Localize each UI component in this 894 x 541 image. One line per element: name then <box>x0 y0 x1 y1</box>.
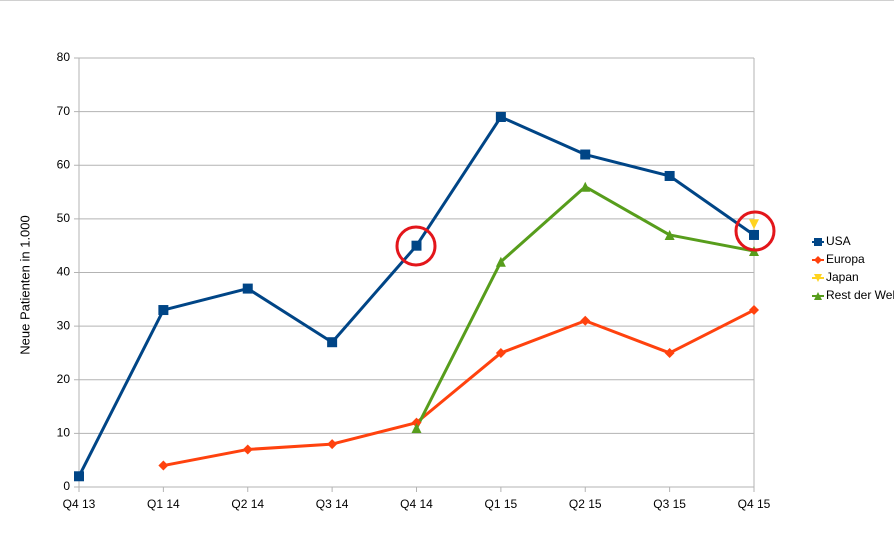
x-tick-label: Q1 14 <box>147 497 180 511</box>
x-tick-label: Q4 13 <box>63 497 96 511</box>
legend-label: Japan <box>826 270 859 284</box>
marker <box>664 347 675 358</box>
y-tick-label: 20 <box>57 372 71 386</box>
marker <box>242 283 253 294</box>
series-line <box>415 185 755 429</box>
x-tick-label: Q2 14 <box>231 497 264 511</box>
marker <box>749 219 759 230</box>
marker <box>158 460 169 471</box>
y-tick-label: 40 <box>57 265 71 279</box>
marker <box>580 315 591 326</box>
x-tick-label: Q4 14 <box>400 497 433 511</box>
marker <box>814 238 822 246</box>
marker <box>74 471 84 482</box>
highlight-circle <box>395 225 437 267</box>
marker <box>749 229 759 240</box>
x-tick-label: Q1 15 <box>485 497 518 511</box>
y-tick-label: 10 <box>57 426 71 440</box>
legend-label: USA <box>826 234 851 248</box>
marker <box>814 274 822 282</box>
y-tick-label: 80 <box>57 50 71 64</box>
marker <box>749 305 759 316</box>
y-tick-label: 50 <box>57 211 71 225</box>
y-tick-label: 30 <box>57 318 71 332</box>
y-axis-title: Neue Patienten in 1.000 <box>17 215 32 355</box>
marker <box>242 444 253 455</box>
marker <box>411 240 422 251</box>
marker <box>327 439 338 450</box>
x-tick-label: Q4 15 <box>738 497 771 511</box>
legend-label: Europa <box>826 252 865 266</box>
x-tick-label: Q3 14 <box>316 497 349 511</box>
marker <box>411 423 422 434</box>
legend-label: Rest der Wel <box>826 288 894 302</box>
y-tick-label: 60 <box>57 157 71 171</box>
y-tick-label: 0 <box>63 479 70 493</box>
x-tick-label: Q3 15 <box>653 497 686 511</box>
marker <box>158 305 169 316</box>
marker <box>580 149 591 160</box>
marker <box>580 181 591 192</box>
marker <box>495 256 506 267</box>
marker <box>495 111 506 122</box>
marker <box>411 417 422 428</box>
marker <box>664 229 675 240</box>
marker <box>327 337 338 348</box>
y-tick-label: 70 <box>57 104 71 118</box>
series-line <box>163 308 755 468</box>
x-tick-label: Q2 15 <box>569 497 602 511</box>
highlight-circle <box>734 210 776 252</box>
marker <box>664 170 675 181</box>
marker <box>495 347 506 358</box>
marker <box>814 256 822 264</box>
marker <box>814 292 822 300</box>
